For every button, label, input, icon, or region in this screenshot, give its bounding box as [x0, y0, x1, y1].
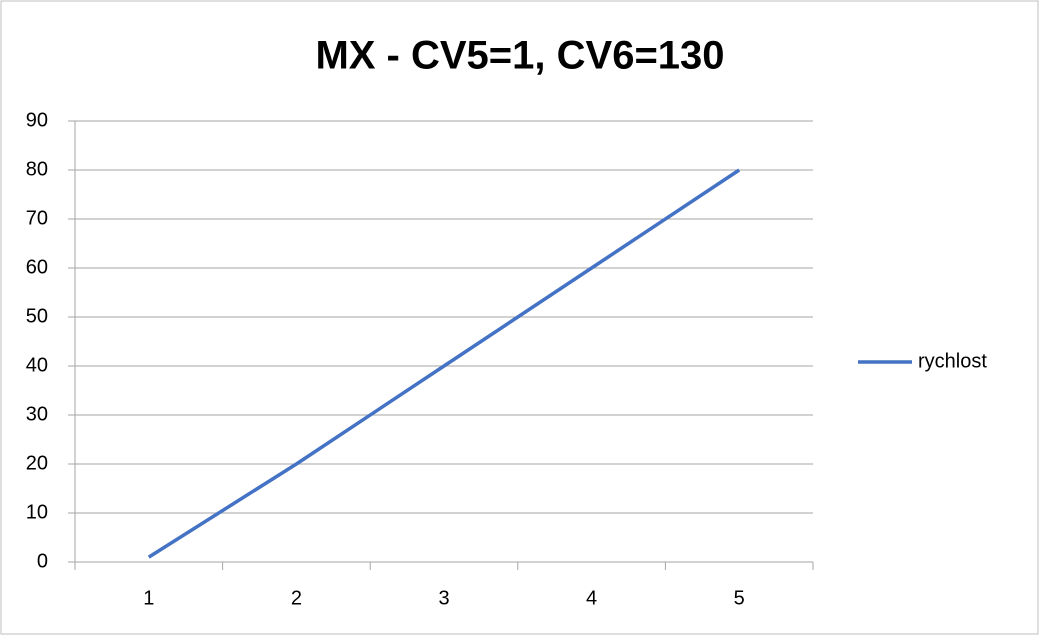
x-tick-label: 5: [734, 587, 745, 609]
y-tick-label: 50: [26, 305, 48, 327]
y-tick-label: 20: [26, 452, 48, 474]
legend-label: rychlost: [918, 350, 987, 372]
y-tick-label: 90: [26, 109, 48, 131]
x-tick-label: 1: [143, 587, 154, 609]
y-tick-label: 40: [26, 354, 48, 376]
y-tick-label: 0: [37, 550, 48, 572]
y-tick-label: 80: [26, 158, 48, 180]
x-tick-label: 4: [586, 587, 597, 609]
x-tick-label: 3: [438, 587, 449, 609]
x-tick-label: 2: [291, 587, 302, 609]
data-line: [147, 168, 741, 559]
y-tick-label: 70: [26, 207, 48, 229]
y-tick-label: 10: [26, 501, 48, 523]
y-tick-label: 60: [26, 256, 48, 278]
chart-title: MX - CV5=1, CV6=130: [315, 34, 724, 78]
y-tick-label: 30: [26, 403, 48, 425]
